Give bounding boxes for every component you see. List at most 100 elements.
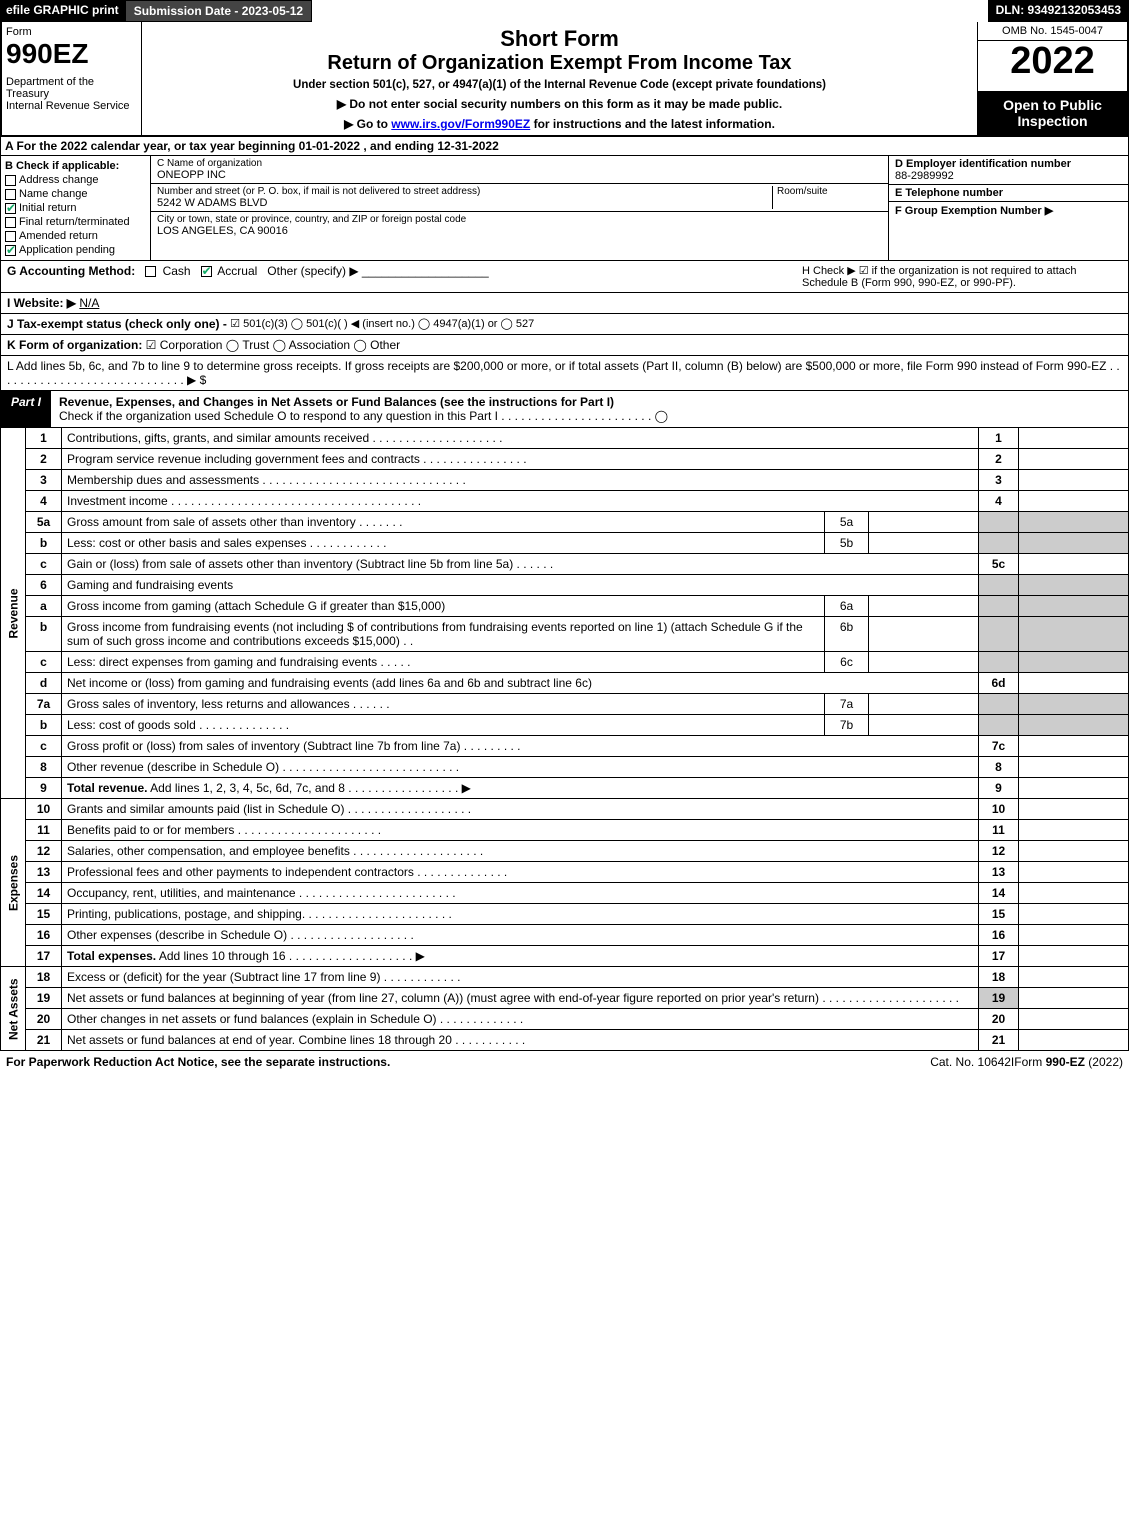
box-num (979, 652, 1019, 673)
inner-box-num: 6b (825, 617, 869, 652)
tax-year: 2022 (978, 41, 1127, 91)
amount (1019, 673, 1129, 694)
footer-mid: Cat. No. 10642I (930, 1055, 1014, 1069)
efile-label[interactable]: efile GRAPHIC print (0, 0, 125, 22)
inner-box-val (869, 715, 979, 736)
inner-box-val (869, 617, 979, 652)
website-label: I Website: ▶ (7, 296, 76, 310)
amount (1019, 512, 1129, 533)
box-num: 18 (979, 967, 1019, 988)
section-label: Expenses (1, 799, 26, 967)
box-num: 8 (979, 757, 1019, 778)
line-text: Salaries, other compensation, and employ… (62, 841, 979, 862)
chk-address-change[interactable]: Address change (5, 174, 146, 186)
line-row: 20Other changes in net assets or fund ba… (1, 1009, 1129, 1030)
box-num (979, 533, 1019, 554)
row-j: J Tax-exempt status (check only one) - ☑… (0, 314, 1129, 335)
line-row: 14Occupancy, rent, utilities, and mainte… (1, 883, 1129, 904)
chk-label: Name change (19, 188, 88, 200)
line-text: Total revenue. Add lines 1, 2, 3, 4, 5c,… (62, 778, 979, 799)
phone-label-text: E Telephone number (895, 187, 1003, 199)
chk-amended-return[interactable]: Amended return (5, 230, 146, 242)
box-num (979, 512, 1019, 533)
amount (1019, 617, 1129, 652)
box-num: 20 (979, 1009, 1019, 1030)
amount (1019, 470, 1129, 491)
line-row: bLess: cost or other basis and sales exp… (1, 533, 1129, 554)
chk-initial-return[interactable]: Initial return (5, 202, 146, 214)
line-text: Net assets or fund balances at beginning… (62, 988, 979, 1009)
line-number: 6 (26, 575, 62, 596)
column-b: B Check if applicable: Address change Na… (1, 156, 151, 260)
line-number: c (26, 652, 62, 673)
line-text: Other expenses (describe in Schedule O) … (62, 925, 979, 946)
amount (1019, 841, 1129, 862)
line-row: bGross income from fundraising events (n… (1, 617, 1129, 652)
section-label: Net Assets (1, 967, 26, 1051)
inner-box-num: 5b (825, 533, 869, 554)
amount (1019, 1009, 1129, 1030)
omb-number: OMB No. 1545-0047 (978, 22, 1127, 41)
chk-label: Application pending (19, 244, 115, 256)
amount (1019, 596, 1129, 617)
chk-accrual[interactable] (201, 266, 212, 277)
chk-cash[interactable] (145, 266, 156, 277)
box-num (979, 694, 1019, 715)
chk-application-pending[interactable]: Application pending (5, 244, 146, 256)
line-row: 2Program service revenue including gover… (1, 449, 1129, 470)
chk-final-return[interactable]: Final return/terminated (5, 216, 146, 228)
line-number: c (26, 554, 62, 575)
inner-box-num: 6a (825, 596, 869, 617)
footer-left: For Paperwork Reduction Act Notice, see … (6, 1055, 930, 1069)
amount (1019, 967, 1129, 988)
l-text: L Add lines 5b, 6c, and 7b to line 9 to … (7, 359, 1122, 387)
box-num: 12 (979, 841, 1019, 862)
b-label-text: B Check if applicable: (5, 160, 119, 172)
row-a: A For the 2022 calendar year, or tax yea… (0, 137, 1129, 156)
amount (1019, 820, 1129, 841)
inner-box-val (869, 512, 979, 533)
line-text: Gaming and fundraising events (62, 575, 979, 596)
dln-label: DLN: 93492132053453 (988, 0, 1129, 22)
line-number: b (26, 533, 62, 554)
box-num: 14 (979, 883, 1019, 904)
open-to-public: Open to Public Inspection (978, 91, 1127, 135)
box-num: 10 (979, 799, 1019, 820)
line-number: 9 (26, 778, 62, 799)
phone-cell: E Telephone number (889, 185, 1128, 202)
cash-label: Cash (163, 264, 191, 278)
amount (1019, 1030, 1129, 1051)
title-short-form: Short Form (146, 26, 973, 52)
city-label: City or town, state or province, country… (157, 214, 882, 225)
lines-table: Revenue1Contributions, gifts, grants, an… (0, 428, 1129, 1051)
line-number: 12 (26, 841, 62, 862)
header-center: Short Form Return of Organization Exempt… (142, 22, 977, 135)
box-num (979, 715, 1019, 736)
line-number: 21 (26, 1030, 62, 1051)
line-row: Expenses10Grants and similar amounts pai… (1, 799, 1129, 820)
footer-right: Form 990-EZ (2022) (1014, 1055, 1123, 1069)
line-number: 14 (26, 883, 62, 904)
amount (1019, 428, 1129, 449)
line-text: Net assets or fund balances at end of ye… (62, 1030, 979, 1051)
box-num: 4 (979, 491, 1019, 512)
group-cell: F Group Exemption Number ▶ (889, 202, 1128, 260)
row-i: I Website: ▶ N/A (0, 293, 1129, 314)
g-label: G Accounting Method: (7, 264, 135, 278)
line-text: Gross income from gaming (attach Schedul… (62, 596, 825, 617)
note-link: ▶ Go to www.irs.gov/Form990EZ for instru… (146, 117, 973, 131)
irs-link[interactable]: www.irs.gov/Form990EZ (391, 117, 530, 131)
phone-label: E Telephone number (895, 187, 1122, 199)
box-num: 5c (979, 554, 1019, 575)
section-b-through-f: B Check if applicable: Address change Na… (0, 156, 1129, 261)
department: Department of the Treasury Internal Reve… (6, 76, 137, 112)
group-label-text: F Group Exemption Number ▶ (895, 205, 1053, 217)
line-row: cLess: direct expenses from gaming and f… (1, 652, 1129, 673)
inner-box-val (869, 694, 979, 715)
line-number: d (26, 673, 62, 694)
street-cell: Number and street (or P. O. box, if mail… (151, 184, 888, 212)
group-label: F Group Exemption Number ▶ (895, 204, 1122, 217)
chk-name-change[interactable]: Name change (5, 188, 146, 200)
org-name-label: C Name of organization (157, 158, 882, 169)
amount (1019, 533, 1129, 554)
